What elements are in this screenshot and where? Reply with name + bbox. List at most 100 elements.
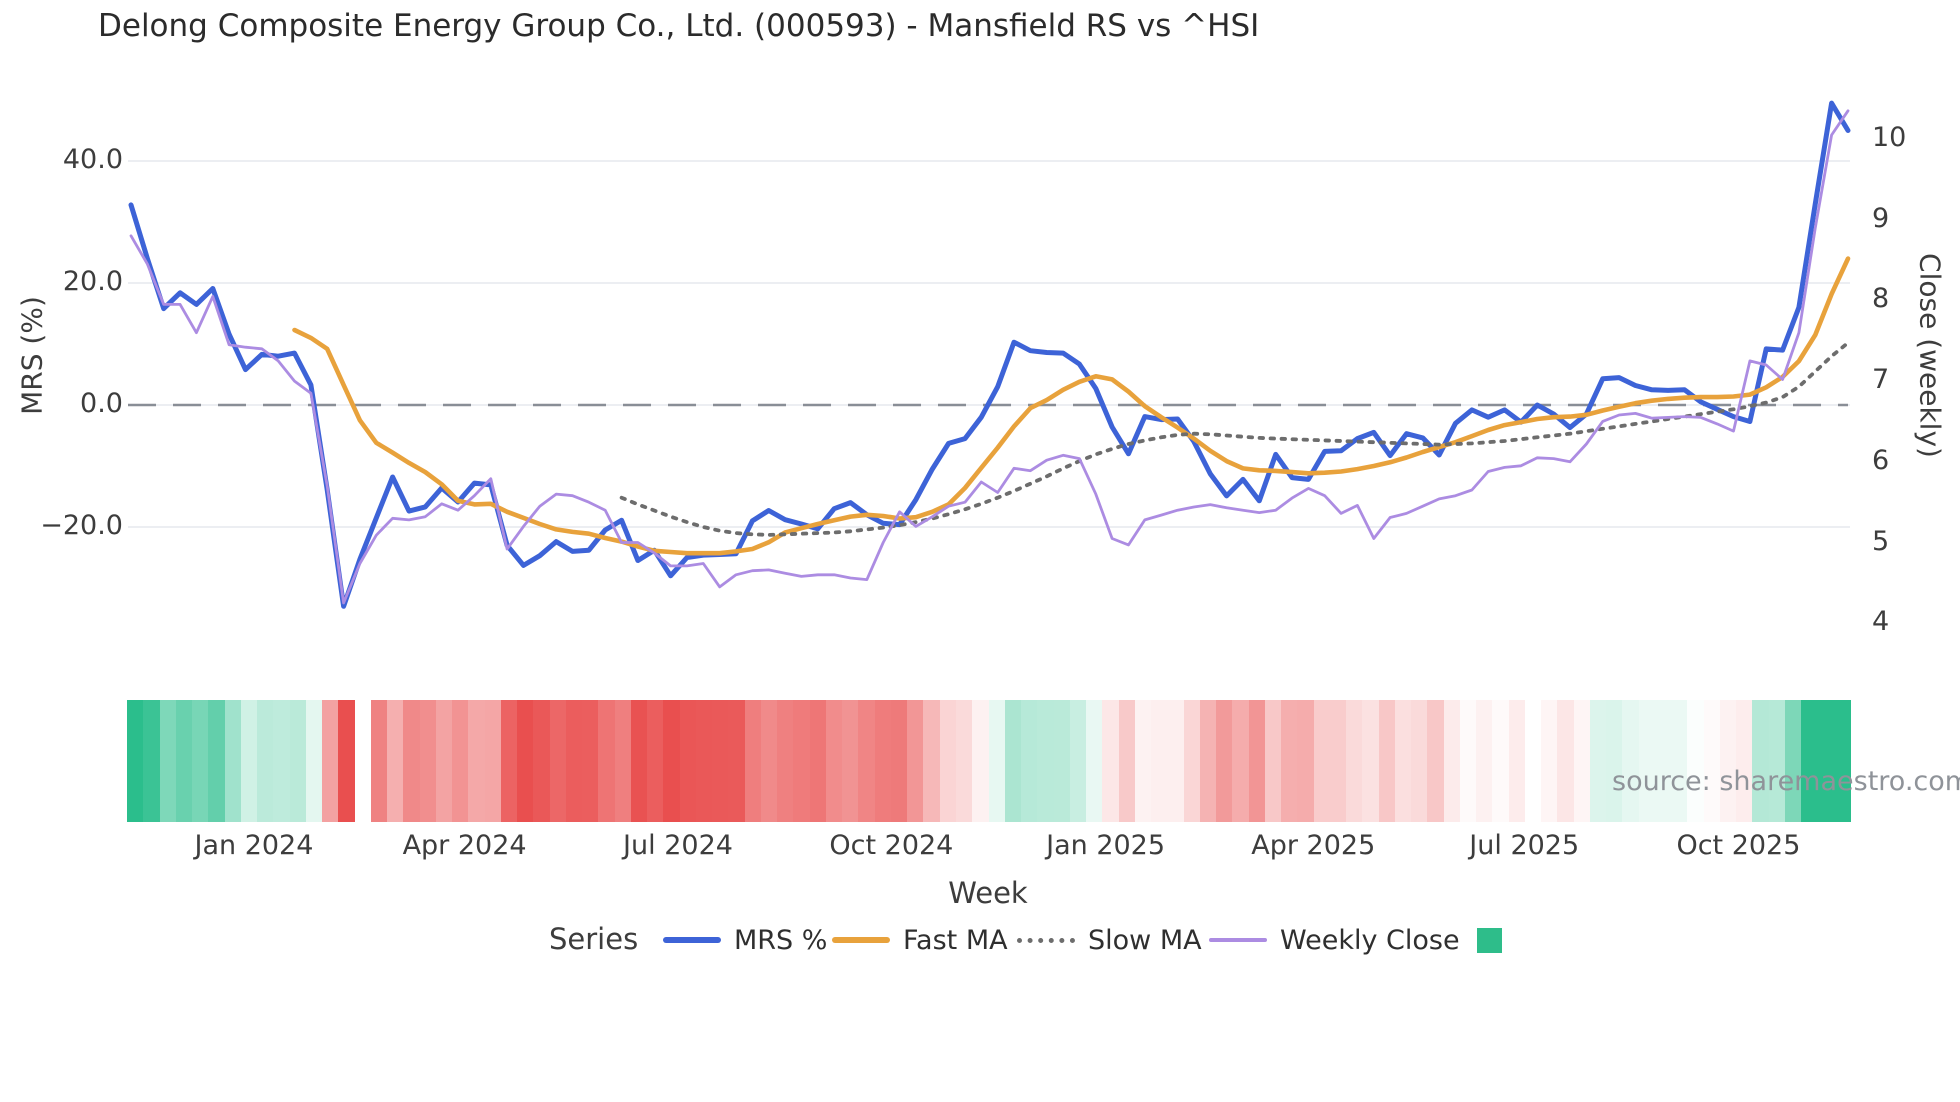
heat-strip-week-block bbox=[1167, 700, 1185, 822]
x-axis-tick-label: Jan 2025 bbox=[1046, 830, 1166, 861]
series-fast-ma bbox=[292, 256, 1851, 556]
legend-title: Series bbox=[549, 922, 639, 956]
heat-strip-week-block bbox=[370, 700, 388, 822]
right-axis-tick-label: 7 bbox=[1872, 364, 1890, 396]
left-axis-title: MRS (%) bbox=[15, 296, 49, 415]
chart-title: Delong Composite Energy Group Co., Ltd. … bbox=[98, 8, 1260, 44]
x-axis-tick-label: Apr 2025 bbox=[1251, 830, 1376, 861]
heat-swatch-icon bbox=[1477, 927, 1502, 953]
heat-strip-week-block bbox=[484, 700, 502, 822]
heat-strip-week-block bbox=[1768, 700, 1786, 822]
x-axis-title: Week bbox=[948, 876, 1028, 910]
heat-strip-week-block bbox=[565, 700, 583, 822]
heat-strip-week-block bbox=[1297, 700, 1315, 822]
heat-strip-week-block bbox=[874, 700, 892, 822]
heat-strip-week-block bbox=[1183, 700, 1201, 822]
heat-strip-week-block bbox=[972, 700, 990, 822]
heat-strip-week-block bbox=[1086, 700, 1103, 822]
series-mrs- bbox=[128, 100, 1851, 609]
heat-strip-week-block bbox=[1524, 700, 1542, 822]
heat-strip-week-block bbox=[1329, 700, 1347, 822]
heat-strip-week-block bbox=[1687, 700, 1705, 822]
x-axis-tick-label: Oct 2025 bbox=[1676, 830, 1801, 861]
heat-strip-week-block bbox=[1557, 700, 1575, 822]
heat-strip-week-block bbox=[598, 700, 616, 822]
heat-strip-week-block bbox=[1817, 700, 1835, 822]
heat-strip-week-block bbox=[712, 700, 729, 822]
heat-strip-week-block bbox=[890, 700, 908, 822]
heat-strip-week-block bbox=[842, 700, 860, 822]
slow-ma-swatch-icon bbox=[1017, 937, 1075, 943]
source-credit: source: sharemaestro.com bbox=[1612, 766, 1960, 797]
heat-strip-week-block bbox=[907, 700, 925, 822]
weekly-close-swatch-icon bbox=[1209, 938, 1267, 942]
heat-strip-week-block bbox=[663, 700, 681, 822]
left-axis-tick-label: 20.0 bbox=[62, 266, 123, 297]
heat-strip-week-block bbox=[614, 700, 632, 822]
heat-strip-week-block bbox=[1053, 700, 1071, 822]
heat-strip-week-block bbox=[1703, 700, 1721, 822]
heat-strip-week-block bbox=[452, 700, 469, 822]
heat-strip-week-block bbox=[1459, 700, 1477, 822]
right-axis-tick-label: 10 bbox=[1872, 122, 1907, 153]
heat-strip-week-block bbox=[224, 700, 242, 822]
heat-strip-week-block bbox=[403, 700, 421, 822]
heat-strip-week-block bbox=[1232, 700, 1250, 822]
heat-strip-week-block bbox=[647, 700, 664, 822]
left-axis-tick-label: −20.0 bbox=[40, 510, 123, 541]
heat-strip-week-block bbox=[1476, 700, 1493, 822]
heat-strip-week-block bbox=[988, 700, 1006, 822]
heat-strip-week-block bbox=[192, 700, 209, 822]
heat-strip-week-block bbox=[1216, 700, 1233, 822]
heat-strip-week-block bbox=[1037, 700, 1055, 822]
heat-strip-week-block bbox=[760, 700, 778, 822]
heat-strip-week-block bbox=[695, 700, 713, 822]
heat-strip-week-block bbox=[1102, 700, 1120, 822]
heat-strip-week-block bbox=[858, 700, 876, 822]
heat-strip-week-block bbox=[322, 700, 339, 822]
left-axis-tick-label: 0.0 bbox=[80, 388, 123, 419]
heat-strip-week-block bbox=[273, 700, 291, 822]
heat-strip-week-block bbox=[1118, 700, 1136, 822]
x-axis-tick-label: Oct 2024 bbox=[829, 830, 954, 861]
legend-item-label: Weekly Close bbox=[1280, 924, 1460, 956]
heat-strip-week-block bbox=[127, 700, 144, 822]
series-weekly-close bbox=[129, 109, 1850, 605]
heat-strip-week-block bbox=[1606, 700, 1624, 822]
legend-item-fast-ma: Fast MA bbox=[832, 922, 1008, 958]
legend-item-marker bbox=[1477, 922, 1502, 958]
heat-strip-week-block bbox=[939, 700, 957, 822]
heat-strip-week-block bbox=[1833, 700, 1851, 822]
heat-strip-week-block bbox=[1313, 700, 1331, 822]
heat-strip-week-block bbox=[923, 700, 941, 822]
heat-strip-week-block bbox=[1069, 700, 1087, 822]
mrs--swatch-icon bbox=[663, 937, 721, 943]
right-axis-title: Close (weekly) bbox=[1913, 253, 1947, 458]
heat-strip-week-block bbox=[1004, 700, 1022, 822]
heat-strip-week-block bbox=[517, 700, 534, 822]
heat-strip-week-block bbox=[1784, 700, 1802, 822]
heat-strip-week-block bbox=[1362, 700, 1380, 822]
heat-strip-week-block bbox=[435, 700, 453, 822]
heat-strip-week-block bbox=[728, 700, 746, 822]
x-axis-tick-label: Jul 2024 bbox=[623, 830, 733, 861]
heat-strip-week-block bbox=[1671, 700, 1689, 822]
heat-strip-week-block bbox=[582, 700, 599, 822]
heat-strip-week-block bbox=[777, 700, 795, 822]
heat-strip-week-block bbox=[175, 700, 193, 822]
heat-strip-week-block bbox=[1248, 700, 1266, 822]
heat-strip-week-block bbox=[289, 700, 307, 822]
legend-item-slow-ma: Slow MA bbox=[1017, 922, 1202, 958]
heat-strip-week-block bbox=[208, 700, 226, 822]
heat-strip-week-block bbox=[1736, 700, 1754, 822]
heat-strip-week-block bbox=[354, 700, 372, 822]
heat-strip-week-block bbox=[1411, 700, 1428, 822]
heat-strip-week-block bbox=[793, 700, 811, 822]
right-axis-tick-label: 8 bbox=[1872, 283, 1890, 315]
series-slow-ma bbox=[619, 340, 1850, 537]
heat-strip-week-block bbox=[1151, 700, 1168, 822]
heat-strip-week-block bbox=[240, 700, 258, 822]
heat-strip-week-block bbox=[257, 700, 274, 822]
